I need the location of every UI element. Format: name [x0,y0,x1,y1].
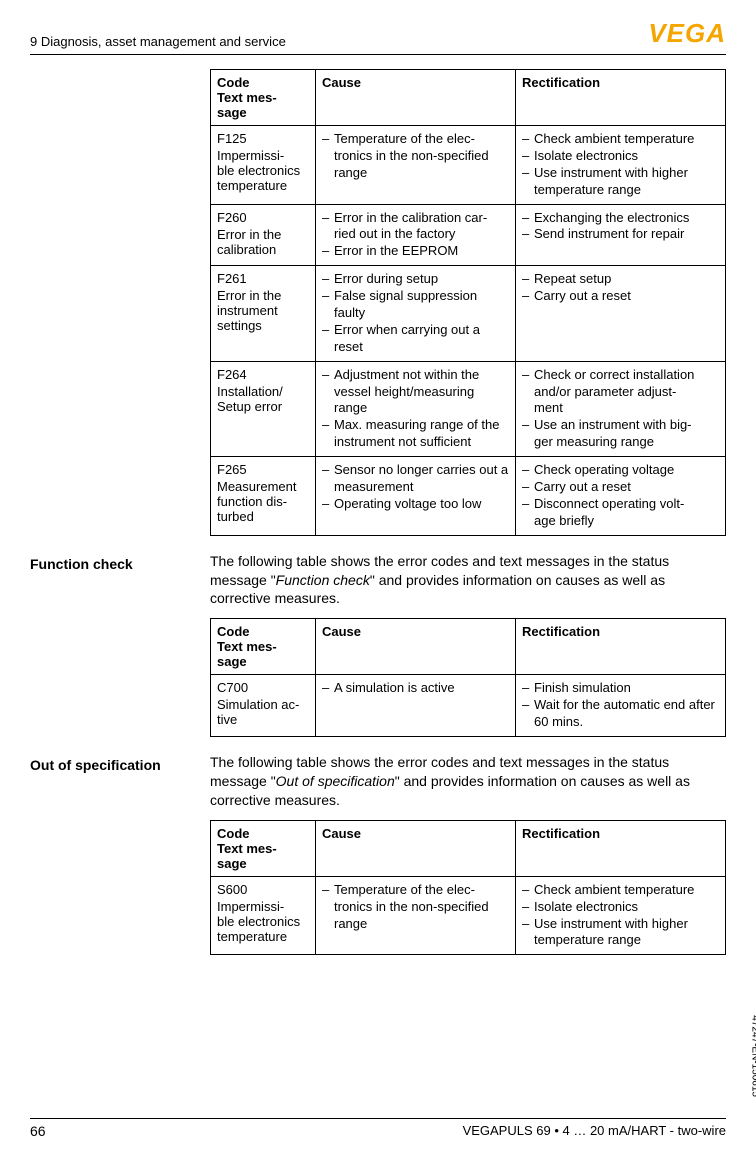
table-header-row: Code Text mes- sage Cause Rectification [211,70,726,126]
out-of-spec-table: Code Text mes- sage Cause Rectification … [210,820,726,956]
code-cell: F125Impermissi- ble electronics temperat… [211,126,316,205]
product-line: VEGAPULS 69 • 4 … 20 mA/HART - two-wire [463,1123,726,1139]
table-row: F260Error in the calibrationError in the… [211,204,726,266]
failure-table: Code Text mes- sage Cause Rectification … [210,69,726,536]
code-cell: F264Installation/ Setup error [211,361,316,456]
function-check-intro: The following table shows the error code… [210,552,726,609]
table-row: F264Installation/ Setup errorAdjustment … [211,361,726,456]
failure-section: Code Text mes- sage Cause Rectification … [30,69,726,536]
chapter-title: 9 Diagnosis, asset management and servic… [30,34,286,49]
cause-cell: Error during setupFalse signal suppressi… [316,266,516,361]
cause-cell: Temperature of the elec- tronics in the … [316,876,516,955]
cause-cell: Sensor no longer carries out a measureme… [316,457,516,536]
rect-cell: Check ambient temperatureIsolate electro… [516,876,726,955]
cause-cell: Temperature of the elec- tronics in the … [316,126,516,205]
vega-logo: VEGA [648,18,726,49]
cause-cell: Error in the calibration car- ried out i… [316,204,516,266]
out-of-spec-section: Out of specification The following table… [30,753,726,955]
table-row: C700Simulation ac- tiveA simulation is a… [211,675,726,737]
code-cell: C700Simulation ac- tive [211,675,316,737]
rect-cell: Check ambient temperatureIsolate electro… [516,126,726,205]
table-row: F125Impermissi- ble electronics temperat… [211,126,726,205]
cause-cell: A simulation is active [316,675,516,737]
rect-cell: Check operating voltageCarry out a reset… [516,457,726,536]
rect-cell: Check or correct installation and/or par… [516,361,726,456]
doc-number: 47247-EN-150615 [750,1015,756,1097]
cause-cell: Adjustment not within the vessel height/… [316,361,516,456]
header-cause: Cause [316,619,516,675]
function-check-section: Function check The following table shows… [30,552,726,737]
header-cause: Cause [316,820,516,876]
out-of-spec-label: Out of specification [30,753,210,955]
table-row: F265Measurement function dis- turbedSens… [211,457,726,536]
out-of-spec-intro: The following table shows the error code… [210,753,726,810]
function-check-label: Function check [30,552,210,737]
rect-cell: Finish simulationWait for the automatic … [516,675,726,737]
header-rect: Rectification [516,619,726,675]
table-header-row: Code Text mes- sage Cause Rectification [211,619,726,675]
page-number: 66 [30,1123,46,1139]
function-check-table: Code Text mes- sage Cause Rectification … [210,618,726,737]
code-cell: F265Measurement function dis- turbed [211,457,316,536]
header-rect: Rectification [516,70,726,126]
header-code: Code Text mes- sage [211,820,316,876]
table-row: F261Error in the instrument settingsErro… [211,266,726,361]
page-footer: 66 VEGAPULS 69 • 4 … 20 mA/HART - two-wi… [30,1118,726,1139]
header-code: Code Text mes- sage [211,619,316,675]
code-cell: F261Error in the instrument settings [211,266,316,361]
code-cell: S600Impermissi- ble electronics temperat… [211,876,316,955]
table-row: S600Impermissi- ble electronics temperat… [211,876,726,955]
header-code: Code Text mes- sage [211,70,316,126]
header-rect: Rectification [516,820,726,876]
header-cause: Cause [316,70,516,126]
rect-cell: Exchanging the electronicsSend instrumen… [516,204,726,266]
table-header-row: Code Text mes- sage Cause Rectification [211,820,726,876]
code-cell: F260Error in the calibration [211,204,316,266]
page-header: 9 Diagnosis, asset management and servic… [30,18,726,55]
rect-cell: Repeat setupCarry out a reset [516,266,726,361]
